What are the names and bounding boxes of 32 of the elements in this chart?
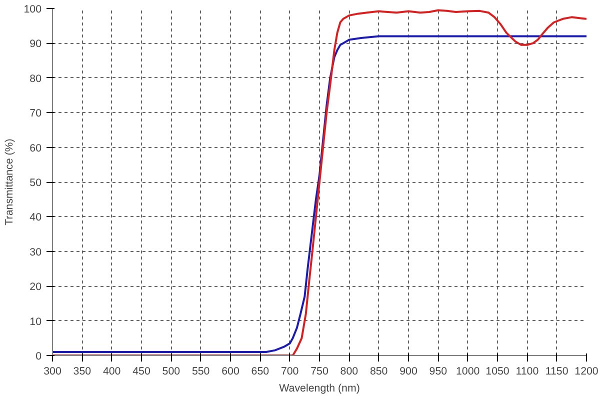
- x-axis-title: Wavelength (nm): [279, 382, 360, 394]
- y-tick-label: 100: [24, 4, 42, 16]
- x-tick-label: 750: [310, 366, 328, 378]
- x-tick-label: 700: [280, 366, 299, 378]
- x-tick-label: 500: [162, 366, 180, 378]
- x-tick-label: 850: [370, 366, 388, 378]
- y-tick-label: 20: [30, 281, 42, 294]
- x-tick-label: 550: [192, 366, 210, 378]
- y-tick-label: 80: [30, 72, 42, 85]
- x-tick-label: 650: [251, 366, 270, 378]
- y-axis-title: Transmittance (%): [4, 138, 16, 226]
- x-tick-label: 1000: [456, 366, 480, 378]
- x-tick-label: 800: [340, 366, 358, 378]
- x-tick-label: 1200: [574, 366, 598, 378]
- y-tick-label: 30: [30, 246, 42, 258]
- y-tick-label: 0: [36, 350, 42, 362]
- x-tick-label: 450: [132, 366, 150, 378]
- x-tick-label: 1100: [516, 366, 539, 378]
- x-tick-label: 950: [429, 366, 448, 378]
- y-tick-label: 40: [30, 212, 42, 224]
- x-tick-label: 300: [44, 366, 62, 378]
- x-tick-label: 350: [73, 366, 92, 378]
- x-tick-label: 900: [400, 366, 418, 378]
- y-tick-label: 90: [30, 38, 42, 50]
- y-tick-label: 60: [30, 142, 42, 154]
- x-tick-label: 1150: [545, 366, 568, 378]
- y-tick-label: 10: [30, 316, 42, 328]
- y-tick-label: 50: [30, 177, 42, 189]
- x-tick-label: 1050: [486, 366, 510, 378]
- x-tick-label: 400: [102, 366, 121, 378]
- x-tick-label: 600: [222, 366, 240, 378]
- y-tick-label: 70: [30, 108, 42, 120]
